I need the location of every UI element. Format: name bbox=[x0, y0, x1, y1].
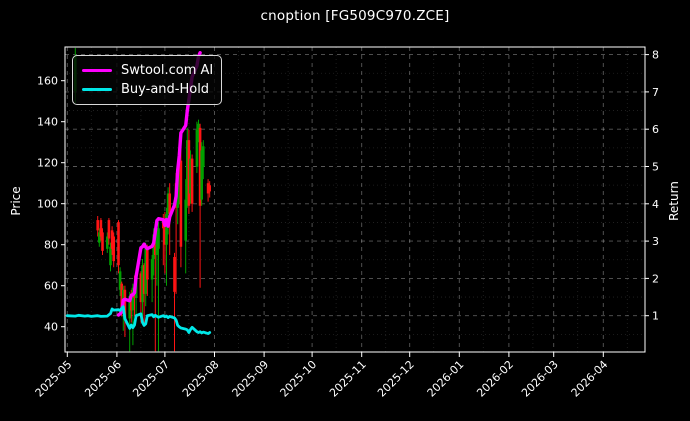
svg-text:100: 100 bbox=[37, 198, 58, 211]
legend-label-ai: Swtool.com AI bbox=[121, 63, 214, 78]
svg-text:2026-03: 2026-03 bbox=[519, 358, 561, 400]
chart-title: cnoption [FG509C970.ZCE] bbox=[260, 8, 450, 24]
legend: Swtool.com AI Buy-and-Hold bbox=[72, 55, 222, 105]
svg-text:5: 5 bbox=[652, 161, 659, 174]
svg-text:2025-06: 2025-06 bbox=[82, 358, 124, 400]
svg-text:2025-07: 2025-07 bbox=[130, 358, 172, 400]
svg-text:2026-02: 2026-02 bbox=[474, 358, 516, 400]
svg-text:2026-01: 2026-01 bbox=[425, 358, 467, 400]
legend-label-buyhold: Buy-and-Hold bbox=[121, 82, 210, 97]
svg-text:2025-10: 2025-10 bbox=[278, 358, 320, 400]
svg-text:2026-04: 2026-04 bbox=[569, 358, 611, 400]
svg-text:4: 4 bbox=[652, 198, 659, 211]
svg-text:40: 40 bbox=[44, 321, 58, 334]
svg-text:60: 60 bbox=[44, 280, 58, 293]
svg-text:3: 3 bbox=[652, 235, 659, 248]
ai-line-swatch bbox=[82, 68, 112, 73]
svg-text:2025-08: 2025-08 bbox=[180, 358, 222, 400]
svg-text:1: 1 bbox=[652, 310, 659, 323]
svg-text:8: 8 bbox=[652, 49, 659, 62]
buyhold-line-swatch bbox=[82, 87, 112, 92]
legend-item-ai: Swtool.com AI bbox=[82, 61, 214, 80]
svg-text:2025-05: 2025-05 bbox=[33, 358, 75, 400]
svg-text:120: 120 bbox=[37, 157, 58, 170]
svg-text:7: 7 bbox=[652, 86, 659, 99]
svg-text:2025-11: 2025-11 bbox=[327, 358, 369, 400]
svg-text:160: 160 bbox=[37, 75, 58, 88]
legend-item-buyhold: Buy-and-Hold bbox=[82, 80, 212, 99]
svg-text:2025-09: 2025-09 bbox=[230, 358, 272, 400]
svg-text:2025-12: 2025-12 bbox=[375, 358, 417, 400]
svg-text:2: 2 bbox=[652, 272, 659, 285]
svg-text:140: 140 bbox=[37, 116, 58, 129]
svg-text:80: 80 bbox=[44, 239, 58, 252]
svg-text:6: 6 bbox=[652, 123, 659, 136]
